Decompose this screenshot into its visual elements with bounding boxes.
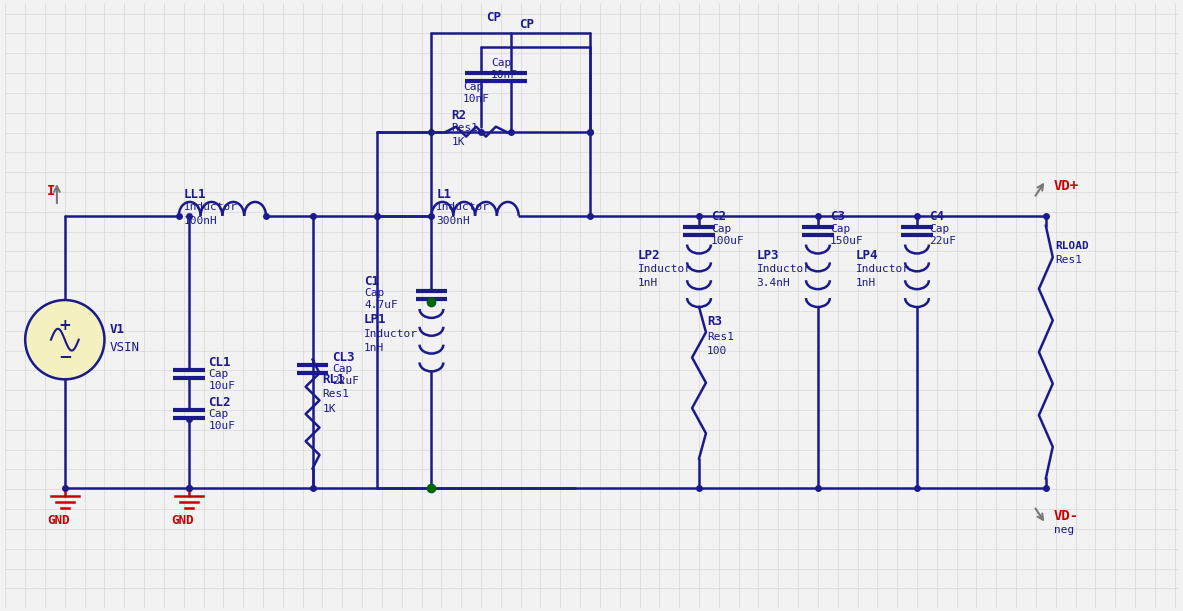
Text: VD+: VD+ (1054, 179, 1079, 193)
Text: Res1: Res1 (451, 123, 478, 133)
Text: neg: neg (1054, 525, 1074, 535)
Text: LP4: LP4 (855, 249, 878, 262)
Text: CP: CP (486, 11, 500, 24)
Text: Cap: Cap (829, 224, 851, 233)
Text: GND: GND (170, 513, 193, 527)
Text: −: − (58, 346, 72, 365)
Text: 3.4nH: 3.4nH (756, 278, 790, 288)
Text: 100nH: 100nH (183, 216, 218, 226)
Text: +: + (58, 318, 71, 334)
Text: 1nH: 1nH (364, 343, 384, 353)
Text: LP3: LP3 (756, 249, 778, 262)
Text: Cap: Cap (711, 224, 731, 233)
Text: L1: L1 (437, 188, 452, 200)
Text: Res1: Res1 (1055, 255, 1082, 265)
Text: C3: C3 (829, 210, 845, 223)
Text: 100: 100 (707, 346, 728, 356)
Text: 10nF: 10nF (464, 94, 490, 104)
Text: 1nH: 1nH (638, 278, 658, 288)
Text: VSIN: VSIN (109, 341, 140, 354)
Text: 10uF: 10uF (208, 421, 235, 431)
Text: 10uF: 10uF (208, 381, 235, 391)
Text: 150uF: 150uF (829, 236, 864, 246)
Text: 22uF: 22uF (929, 236, 956, 246)
Text: V1: V1 (109, 323, 124, 336)
Text: RLOAD: RLOAD (1055, 241, 1090, 251)
Text: Inductor: Inductor (183, 202, 238, 212)
Text: LL1: LL1 (183, 188, 206, 200)
Text: Inductor: Inductor (756, 265, 810, 274)
Text: CL1: CL1 (208, 356, 231, 369)
Text: R3: R3 (707, 315, 722, 328)
Text: LP1: LP1 (364, 313, 387, 326)
Text: Inductor: Inductor (638, 265, 692, 274)
Text: LP2: LP2 (638, 249, 660, 262)
Text: CL2: CL2 (208, 395, 231, 409)
Text: Res1: Res1 (323, 389, 349, 399)
Text: 1nH: 1nH (855, 278, 875, 288)
Text: C1: C1 (364, 275, 379, 288)
Text: CL3: CL3 (332, 351, 355, 364)
Text: Cap: Cap (208, 409, 228, 419)
Text: VD-: VD- (1054, 509, 1079, 523)
Text: 1K: 1K (451, 136, 465, 147)
Text: R2: R2 (451, 109, 466, 122)
Circle shape (25, 300, 104, 379)
Text: Res1: Res1 (707, 332, 733, 342)
Text: Cap: Cap (464, 82, 484, 92)
Text: C2: C2 (711, 210, 726, 223)
Text: Cap: Cap (929, 224, 949, 233)
Text: Cap: Cap (332, 364, 353, 375)
Text: Cap: Cap (364, 288, 384, 298)
Text: 10nF: 10nF (491, 70, 518, 80)
Text: C4: C4 (929, 210, 944, 223)
Text: Inductor: Inductor (855, 265, 910, 274)
Text: RL1: RL1 (323, 373, 345, 386)
Text: 1K: 1K (323, 404, 336, 414)
Text: Cap: Cap (491, 58, 511, 68)
Text: 300nH: 300nH (437, 216, 470, 226)
Text: I: I (47, 184, 56, 198)
Text: 100uF: 100uF (711, 236, 744, 246)
Text: Cap: Cap (208, 370, 228, 379)
Text: Inductor: Inductor (437, 202, 491, 212)
Text: Inductor: Inductor (364, 329, 418, 338)
Text: 4.7uF: 4.7uF (364, 300, 397, 310)
Text: GND: GND (47, 513, 70, 527)
Text: 22uF: 22uF (332, 376, 360, 386)
Text: CP: CP (518, 18, 534, 31)
